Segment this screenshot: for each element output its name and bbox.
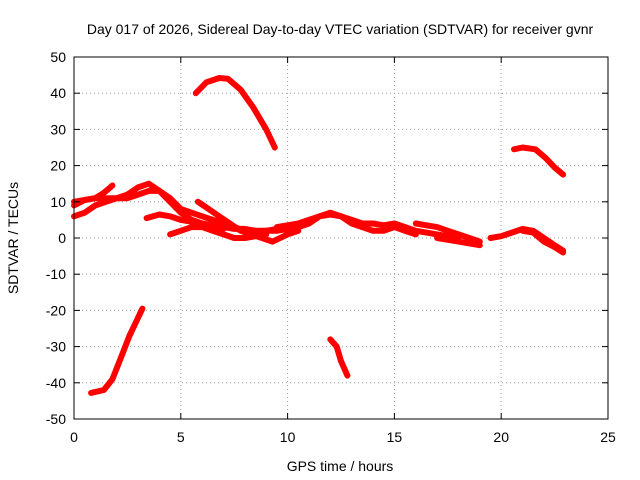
y-tick-label: -40 <box>46 375 66 391</box>
y-tick-labels: -50 -40 -30 -20 -10 0 10 20 30 40 50 <box>46 49 66 427</box>
y-tick-label: -30 <box>46 339 66 355</box>
series-line-arc-12 <box>273 211 462 241</box>
series-line-arc-10 <box>194 198 302 245</box>
chart-title: Day 017 of 2026, Sidereal Day-to-day VTE… <box>87 21 594 37</box>
data-series <box>71 75 567 396</box>
y-tick-label: -20 <box>46 302 66 318</box>
y-tick-label: 10 <box>50 194 66 210</box>
y-tick-label: -50 <box>46 411 66 427</box>
x-tick-label: 5 <box>177 429 185 445</box>
x-tick-label: 0 <box>70 429 78 445</box>
series-line-arc-13 <box>412 220 483 245</box>
series-line-arc-1 <box>88 305 146 396</box>
series-line-arc-2 <box>192 75 278 151</box>
series-line-arc-14 <box>434 235 483 249</box>
series-line-arc-3 <box>511 144 567 178</box>
x-axis-label: GPS time / hours <box>287 458 394 474</box>
series-line-arc-9 <box>167 224 259 241</box>
y-tick-label: 20 <box>50 158 66 174</box>
x-tick-label: 10 <box>280 429 296 445</box>
series-line-arc-4 <box>327 336 351 379</box>
series-line-arc-16 <box>519 227 567 256</box>
x-tick-labels: 0 5 10 15 20 25 <box>70 429 616 445</box>
y-axis-label: SDTVAR / TECUs <box>5 182 21 294</box>
axis-ticks <box>73 56 609 420</box>
y-tick-label: 0 <box>58 230 66 246</box>
y-tick-label: 30 <box>50 121 66 137</box>
x-tick-label: 25 <box>600 429 616 445</box>
x-tick-label: 20 <box>493 429 509 445</box>
y-tick-label: -10 <box>46 266 66 282</box>
y-tick-label: 40 <box>50 85 66 101</box>
x-tick-label: 15 <box>387 429 403 445</box>
y-tick-label: 50 <box>50 49 66 65</box>
series-line-arc-8 <box>143 211 280 234</box>
